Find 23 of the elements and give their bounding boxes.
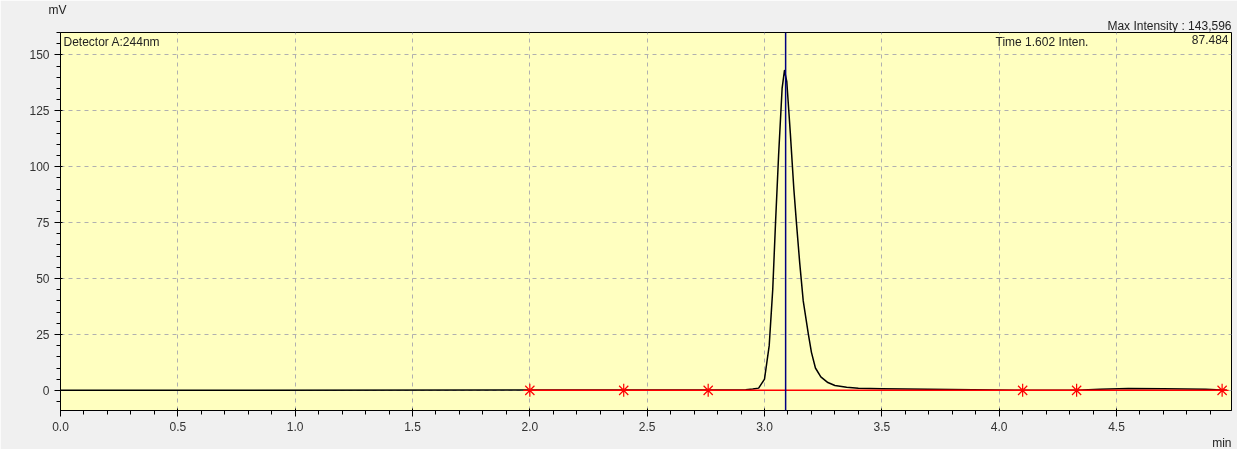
x-tick-label: 4.0 xyxy=(990,419,1008,434)
y-tick-label: 150 xyxy=(29,48,50,63)
annotation: Max Intensity : 143,596 xyxy=(1107,18,1232,33)
x-tick-label: 0.0 xyxy=(52,419,70,434)
y-tick-label: 75 xyxy=(36,216,50,231)
x-tick-label: 4.5 xyxy=(1108,419,1126,434)
x-tick-label: 0.5 xyxy=(169,419,187,434)
x-tick-label: 2.5 xyxy=(638,419,656,434)
x-tick-label: 1.5 xyxy=(404,419,422,434)
annotation: Detector A:244nm xyxy=(63,34,160,49)
x-tick-label: 3.0 xyxy=(756,419,774,434)
annotation: Time 1.602 Inten. xyxy=(995,34,1089,49)
x-tick-label: 1.0 xyxy=(286,419,304,434)
y-tick-label: 100 xyxy=(29,160,50,175)
annotation: 87.484 xyxy=(1191,32,1229,47)
y-axis-title: mV xyxy=(48,2,67,17)
x-tick-label: 2.0 xyxy=(521,419,539,434)
x-axis-title: min xyxy=(1212,435,1232,449)
y-tick-label: 0 xyxy=(42,383,50,398)
y-tick-label: 25 xyxy=(36,327,50,342)
x-tick-label: 3.5 xyxy=(873,419,891,434)
y-tick-label: 50 xyxy=(36,272,50,287)
y-tick-label: 125 xyxy=(29,104,50,119)
